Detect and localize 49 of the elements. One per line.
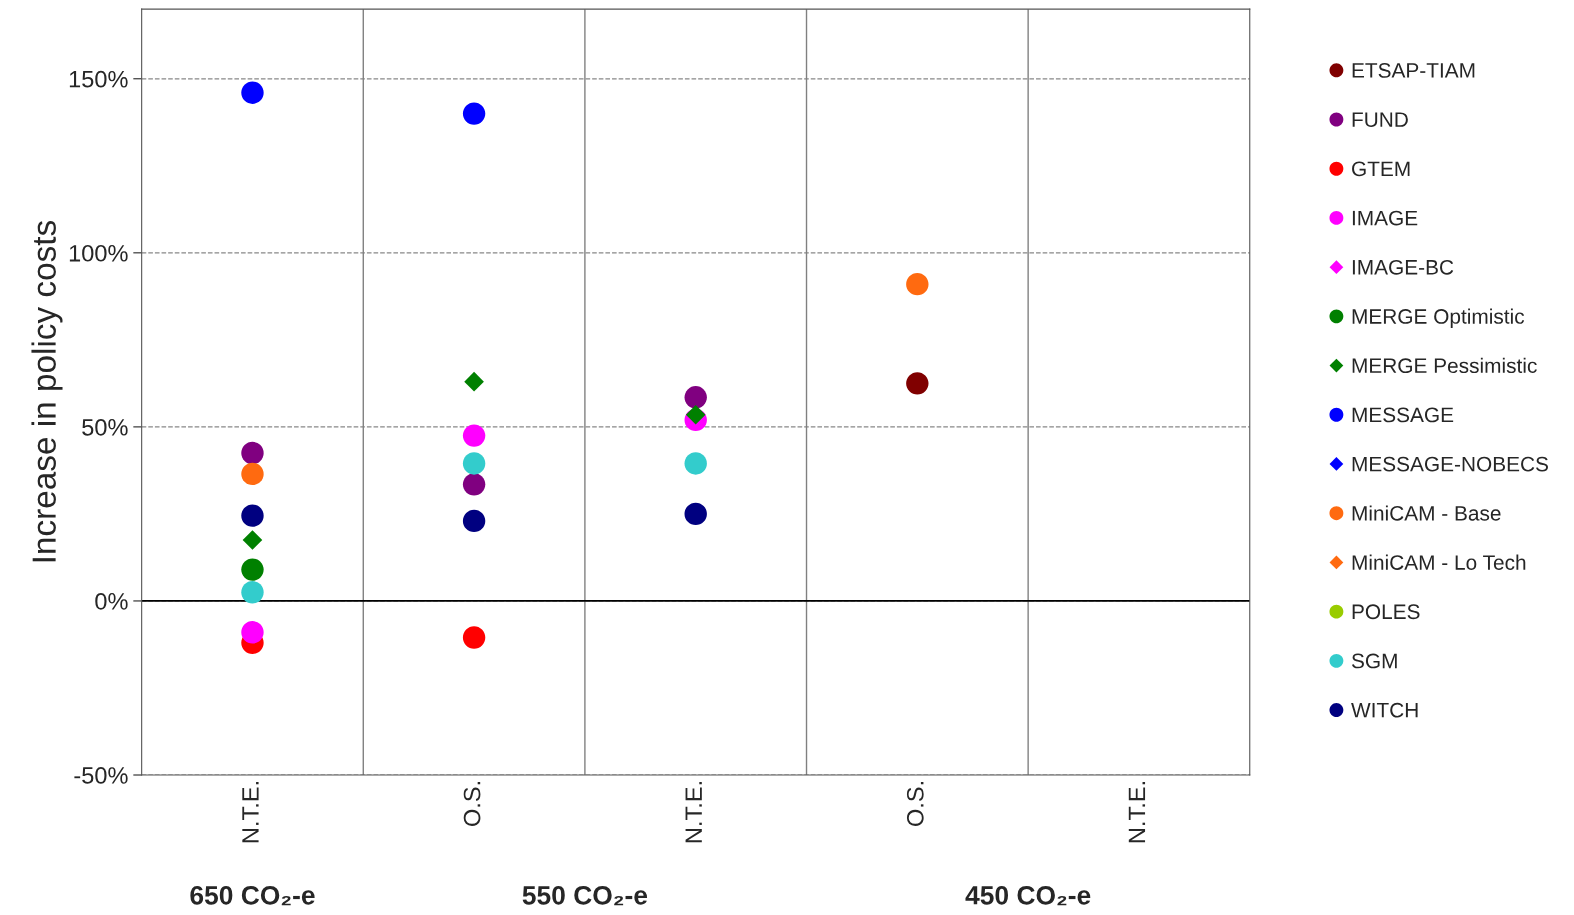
point: [242, 530, 263, 550]
legend-label: MERGE Pessimistic: [1352, 357, 1537, 374]
point: [685, 404, 706, 425]
x-tick-label: N.T.E.: [685, 782, 702, 843]
y-tick-label: 100%: [69, 244, 128, 262]
point: [906, 372, 929, 395]
legend-label: FUND: [1352, 112, 1408, 127]
point: [241, 621, 264, 644]
point: [464, 371, 484, 392]
legend-label: POLES: [1352, 604, 1420, 620]
text: 450 CO₂-e: [965, 885, 1091, 906]
legend-label: MiniCAM - Lo Tech: [1352, 554, 1526, 570]
point: [462, 424, 486, 447]
y-tick-label: 50%: [82, 418, 128, 436]
x-tick-label: N.T.E.: [1128, 782, 1146, 843]
legend-label: GTEM: [1352, 161, 1410, 177]
point: [462, 509, 486, 533]
y-tick-label: 0%: [95, 593, 128, 610]
text: 650 CO₂-e: [190, 885, 315, 906]
y-axis-title: Increase in policy costs: [31, 220, 63, 562]
point: [241, 441, 264, 465]
point: [241, 504, 264, 527]
point: [684, 452, 707, 475]
point: [462, 452, 486, 475]
legend-label: IMAGE: [1352, 210, 1418, 226]
point: [462, 473, 486, 496]
legend-label: MESSAGE: [1352, 407, 1454, 423]
point: [241, 581, 264, 604]
legend-label: MESSAGE-NOBECS: [1352, 456, 1548, 472]
point: [684, 502, 707, 526]
text: 550 CO₂-e: [522, 885, 648, 906]
legend-label: MiniCAM - Base: [1352, 505, 1501, 521]
legend-label: IMAGE-BC: [1352, 259, 1454, 275]
point: [906, 272, 929, 296]
point: [462, 102, 486, 125]
y-tick-label: 150%: [69, 70, 128, 88]
x-tick-label: O.S.: [463, 782, 481, 826]
point: [241, 81, 264, 104]
x-tick-label: N.T.E.: [242, 782, 259, 843]
point: [241, 558, 264, 581]
legend-label: MERGE Optimistic: [1352, 308, 1525, 328]
x-tick-label: O.S.: [906, 782, 924, 826]
point: [684, 386, 707, 409]
point: [462, 626, 486, 649]
y-tick-label: -50%: [74, 767, 128, 784]
legend-label: WITCH: [1351, 702, 1418, 718]
legend-label: ETSAP-TIAM: [1352, 63, 1475, 78]
point: [241, 462, 264, 486]
legend-label: SGM: [1351, 653, 1397, 669]
